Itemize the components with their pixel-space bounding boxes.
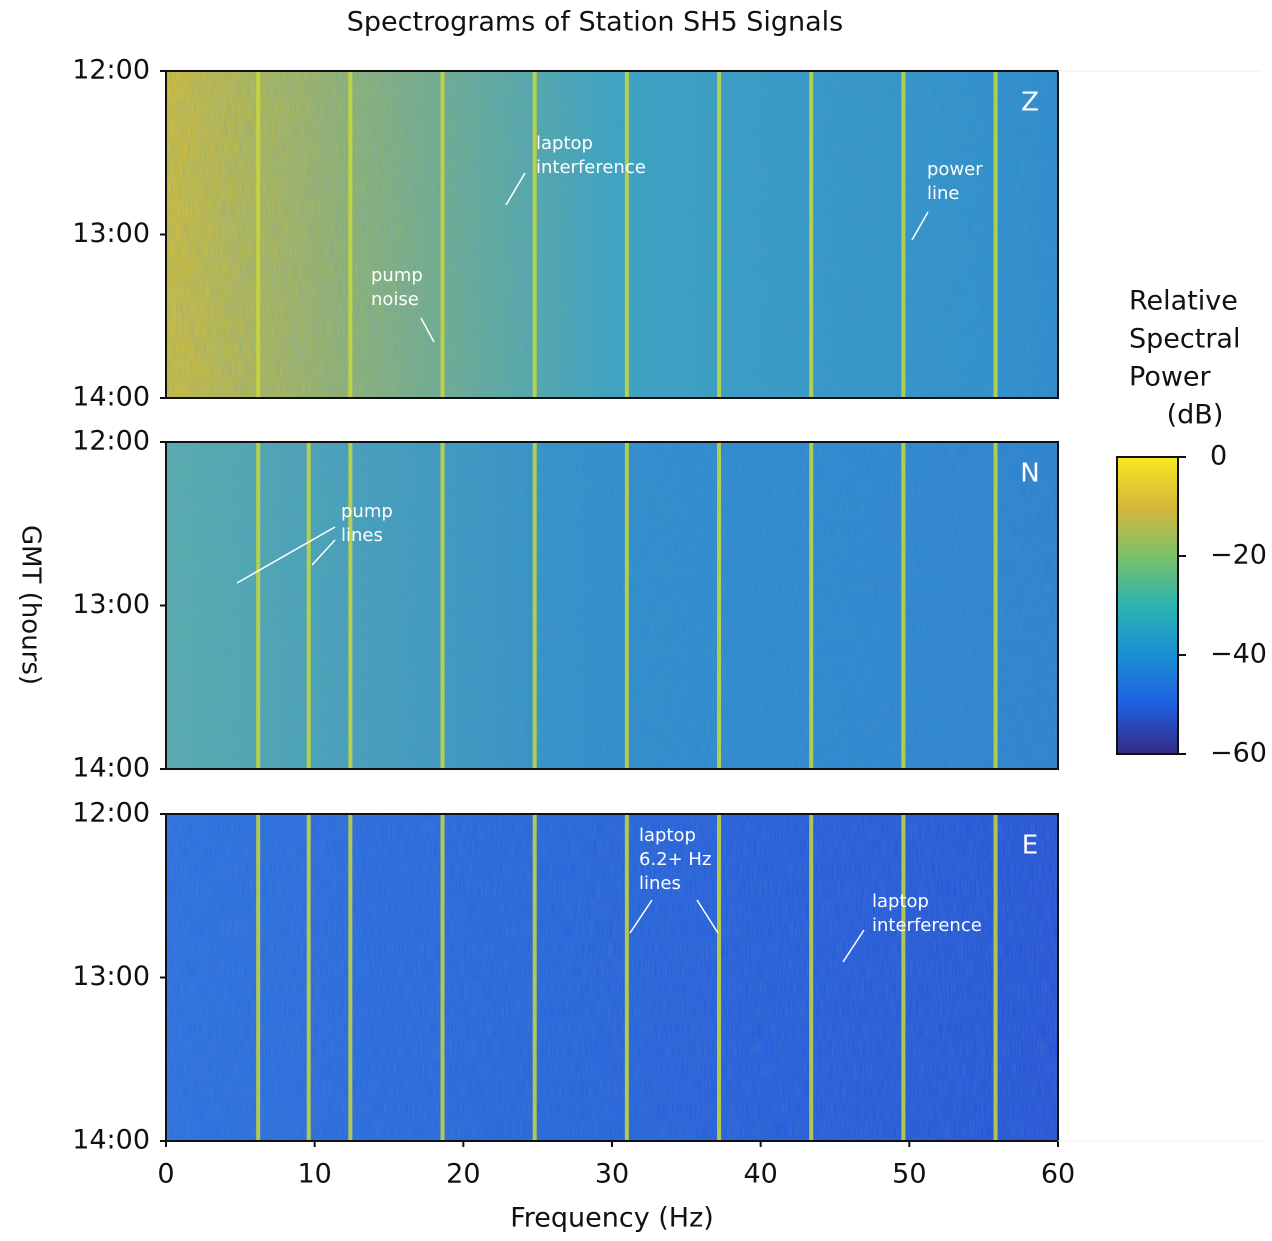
spectral-line [993,814,998,1141]
annotation-leader [911,211,929,241]
spectral-line [809,71,814,398]
colorbar-tick-label: −20 [1210,540,1267,571]
spectral-line [717,71,722,398]
annotation: laptop [872,891,929,912]
panel-label: Z [1021,88,1039,118]
spectral-line [306,814,311,1141]
annotation-leader [236,526,336,584]
spectral-line [993,442,998,769]
y-tick-label: 12:00 [72,798,150,829]
colorbar-tick-label: −40 [1210,639,1267,670]
annotation-leader [842,929,865,963]
colorbar-title: Power [1129,362,1212,393]
panel-label: E [1022,831,1038,861]
spectral-line [256,814,261,1141]
spectral-line [532,814,537,1141]
spectral-line [256,71,261,398]
spectral-line [901,71,906,398]
annotation: interference [872,915,982,936]
colorbar-title: Spectral [1129,324,1240,355]
annotation: lines [341,525,383,546]
spectral-line [440,442,445,769]
colorbar-title: Relative [1129,286,1238,317]
spectral-line [348,814,353,1141]
colorbar-title: (dB) [1167,400,1224,431]
annotation-leader [420,317,435,343]
spectral-line [809,814,814,1141]
spectral-line [624,71,629,398]
noise-texture [166,442,1058,769]
spectral-line [624,814,629,1141]
annotation: interference [536,157,646,178]
spectral-line [256,442,261,769]
x-tick-label: 30 [595,1159,629,1190]
annotation-leader [629,899,653,934]
spectral-line [440,71,445,398]
x-tick-label: 40 [743,1159,777,1190]
spectral-line [624,442,629,769]
x-axis-label: Frequency (Hz) [510,1203,714,1234]
y-tick-label: 13:00 [72,589,150,620]
y-tick-label: 12:00 [72,55,150,86]
x-tick-label: 0 [157,1159,174,1190]
annotation: 6.2+ Hz [639,849,711,870]
annotation: line [927,183,959,204]
annotation: power [927,159,983,180]
colorbar-tick-label: 0 [1210,441,1227,472]
annotation-leader [505,172,526,206]
x-tick-label: 50 [892,1159,926,1190]
spectral-line [532,71,537,398]
spectral-line [440,814,445,1141]
x-tick-label: 60 [1041,1159,1075,1190]
spectral-line [532,442,537,769]
y-tick-label: 14:00 [72,1125,150,1156]
annotation: noise [371,289,419,310]
annotation: laptop [536,133,593,154]
annotation: lines [639,873,681,894]
spectral-line [717,442,722,769]
y-tick-label: 12:00 [72,426,150,457]
x-tick-label: 10 [297,1159,331,1190]
annotation: laptop [639,825,696,846]
annotation: pump [341,501,393,522]
colorbar [1116,456,1179,755]
y-tick-label: 14:00 [72,382,150,413]
annotation-leader [311,539,336,566]
spectral-line [901,814,906,1141]
spectral-line [717,814,722,1141]
spectral-line [348,71,353,398]
y-tick-label: 13:00 [72,218,150,249]
annotation-leader [696,899,719,934]
spectral-line [809,442,814,769]
y-tick-label: 14:00 [72,753,150,784]
colorbar-tick-label: −60 [1210,738,1267,769]
x-tick-label: 20 [446,1159,480,1190]
spectral-line [901,442,906,769]
noise-texture [166,71,1058,398]
annotation: pump [371,265,423,286]
noise-texture [166,814,1058,1141]
spectral-line [993,71,998,398]
y-tick-label: 13:00 [72,961,150,992]
spectral-line [306,442,311,769]
chart-title: Spectrograms of Station SH5 Signals [347,7,843,38]
panel-label: N [1020,459,1039,489]
spectral-line [348,442,353,769]
y-axis-label: GMT (hours) [16,525,46,685]
